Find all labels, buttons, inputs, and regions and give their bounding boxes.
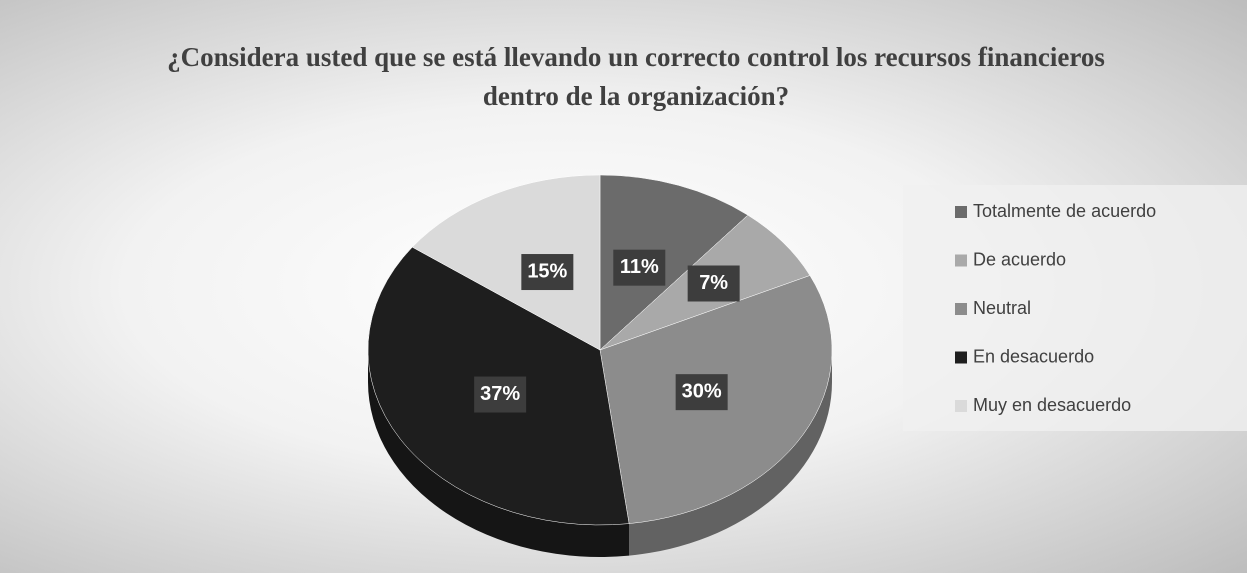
legend-label: Neutral: [973, 298, 1031, 318]
legend-swatch: [955, 351, 967, 364]
data-label-box: [675, 374, 728, 411]
legend-swatch: [955, 206, 967, 218]
legend-label: Muy en desacuerdo: [973, 395, 1131, 415]
pie-slice: [411, 174, 601, 351]
data-label: 30%: [682, 380, 722, 402]
pie-slice: [599, 174, 749, 351]
data-label: 7%: [699, 272, 728, 294]
chart-title: ¿Considera usted que se está llevando un…: [167, 42, 1105, 111]
data-label-box: [613, 249, 666, 286]
legend-label: Totalmente de acuerdo: [973, 201, 1156, 221]
legend-label: En desacuerdo: [973, 346, 1094, 366]
data-label-box: [474, 376, 527, 413]
data-label: 15%: [527, 260, 567, 282]
pie-side: [629, 350, 832, 556]
data-label-box: [521, 254, 574, 291]
legend-swatch: [955, 303, 967, 315]
data-label: 11%: [620, 256, 659, 278]
legend-swatch: [955, 254, 967, 267]
legend-label: De acuerdo: [973, 249, 1066, 269]
data-label-box: [687, 265, 740, 302]
legend-swatch: [955, 400, 967, 412]
data-label: 37%: [480, 383, 520, 405]
pie-side: [368, 350, 630, 557]
